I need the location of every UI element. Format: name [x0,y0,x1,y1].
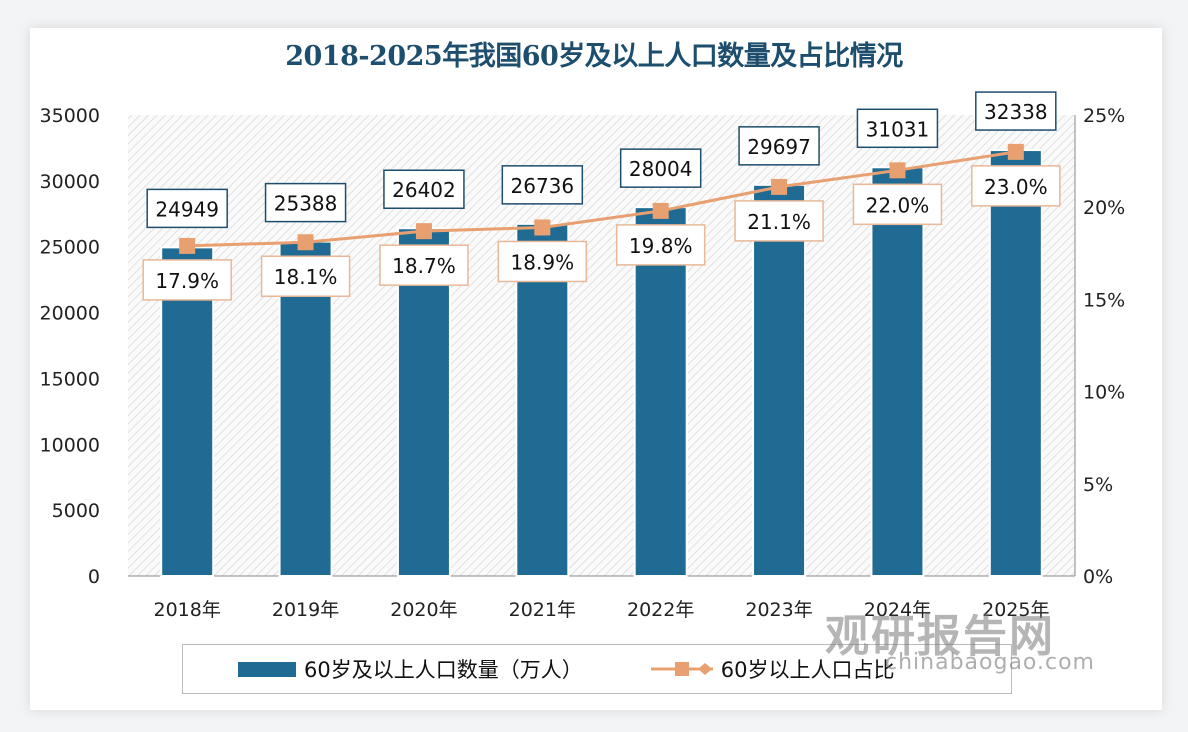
left-axis-tick: 20000 [40,303,100,325]
legend-bar-label: 60岁及以上人口数量（万人） [304,658,583,682]
ratio-value-label: 21.1% [747,210,811,234]
bar [988,149,1043,577]
bar-value-box [264,182,347,223]
bar-value-label: 24949 [155,197,219,221]
right-axis-tick: 20% [1083,197,1125,219]
ratio-marker [179,237,196,254]
bar-value-box [856,108,939,149]
legend: 60岁及以上人口数量（万人） 60岁以上人口占比 [182,644,1012,694]
left-axis-tick: 30000 [40,171,100,193]
x-axis-tick: 2020年 [390,599,457,621]
ratio-value-label: 22.0% [866,193,930,217]
left-axis-tick: 35000 [40,105,100,127]
bar-value-label: 32338 [984,100,1048,124]
watermark-brand: 观研报告网 [825,611,1055,662]
ratio-value-label: 18.1% [274,265,338,289]
bar [160,246,215,578]
ratio-marker [652,202,669,219]
legend-bar-swatch [238,661,296,677]
watermark-url: chinabaogao.com [885,650,1095,675]
ratio-value-box [260,255,351,297]
x-axis-tick: 2023年 [745,599,812,621]
legend-line-label: 60岁以上人口占比 [720,658,895,682]
ratio-marker [534,219,551,236]
bar [752,183,807,577]
left-axis-tick: 25000 [40,237,100,259]
ratio-marker [297,234,314,251]
bar [515,222,570,577]
ratio-value-box [379,244,469,286]
x-axis-tick: 2024年 [864,599,931,621]
bar-value-label: 31031 [866,117,930,141]
ratio-value-label: 18.9% [511,250,575,274]
bar-value-label: 29697 [747,135,811,159]
bar-value-box [738,126,820,166]
ratio-value-box [142,259,232,301]
bar-value-box [501,165,584,205]
x-axis-tick: 2021年 [509,599,576,621]
chart-title: 2018-2025年我国60岁及以上人口数量及占比情况 [285,41,903,72]
ratio-value-label: 23.0% [984,175,1048,199]
left-axis-tick: 10000 [40,434,100,456]
bar [396,227,451,577]
right-axis-tick: 25% [1083,105,1125,127]
ratio-value-box [497,240,588,283]
ratio-marker [1007,143,1024,160]
bar-value-label: 28004 [629,157,693,181]
legend-line-swatch [650,662,713,676]
bar-value-box [619,148,702,188]
x-axis-tick: 2019年 [272,599,339,621]
x-axis-tick: 2018年 [154,599,221,621]
bar-value-box [975,91,1057,131]
ratio-value-label: 17.9% [155,269,219,293]
left-axis-tick: 0 [88,566,100,588]
bar [633,206,688,577]
right-axis-tick: 15% [1083,289,1125,311]
ratio-line [187,150,1017,248]
bar-value-box [383,169,465,209]
ratio-marker [771,178,788,195]
ratio-value-label: 19.8% [629,234,693,258]
ratio-value-box [734,200,824,242]
bar [870,166,925,577]
left-axis-tick: 15000 [40,368,100,390]
bar-value-label: 26402 [392,178,456,202]
ratio-marker [889,162,906,179]
ratio-value-box [852,183,943,226]
right-axis-tick: 5% [1083,474,1113,496]
left-axis-tick: 5000 [52,500,100,522]
bar [278,240,333,578]
bar-value-label: 25388 [274,192,338,216]
bar-value-box [146,188,228,229]
ratio-value-label: 18.7% [392,254,456,278]
x-axis-tick: 2025年 [982,599,1049,621]
ratio-marker [415,223,432,240]
x-axis-tick: 2022年 [627,599,694,621]
bar-value-label: 26736 [511,174,575,198]
ratio-value-box [971,165,1061,207]
right-axis-tick: 0% [1083,566,1113,588]
ratio-value-box [615,224,706,266]
right-axis-tick: 10% [1083,382,1125,404]
